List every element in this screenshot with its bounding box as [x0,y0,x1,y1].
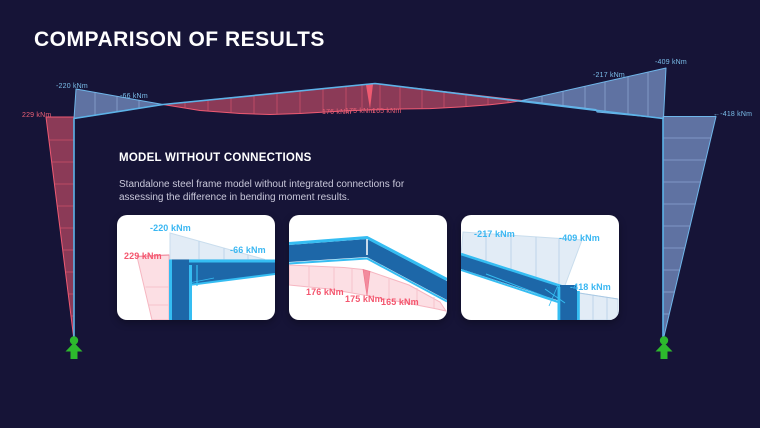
ridge-connection-drawing [289,235,447,312]
moment-value-label: -220 kNm [150,223,191,233]
steel-frame-outline [73,82,664,341]
moment-value-label: 175 kNm [345,294,383,304]
moment-value-label: 176 kNm [306,287,344,297]
moment-value-label: 165 kNm [372,108,402,115]
page-title: COMPARISON OF RESULTS [34,28,325,51]
beam-left-negative-moment [73,88,164,119]
moment-value-label: -66 kNm [230,245,266,255]
steel-rafters [289,239,447,300]
right-column-moment-diagram [662,116,717,341]
moment-value-label: -409 kNm [655,59,687,66]
moment-value-label: 165 kNm [381,297,419,307]
ridge-moment-spike [366,84,373,109]
moment-value-label: -217 kNm [593,72,625,79]
left-column-moment-diagram [45,116,75,341]
moment-value-label: -220 kNm [56,83,88,90]
stiffener-line [544,288,566,304]
detail-card-right-eave: -217 kNm -409 kNm -418 kNm [461,215,619,320]
moment-value-label: 229 kNm [22,112,52,119]
moment-value-label: -409 kNm [559,233,600,243]
left-eave-connection-drawing [136,232,275,320]
detail-card-left-eave: -220 kNm 229 kNm -66 kNm [117,215,275,320]
pinned-support-right [655,336,673,359]
steel-rafter [461,255,564,301]
section-heading: MODEL WITHOUT CONNECTIONS [119,152,312,164]
detail-card-ridge: 176 kNm 175 kNm 165 kNm [289,215,447,320]
steel-column [172,259,189,320]
right-eave-connection-drawing [461,231,619,320]
moment-value-label: 176 kNm [322,109,352,116]
moment-value-label: -66 kNm [120,93,148,100]
moment-value-label: 175 kNm [345,108,375,115]
moment-value-label: -217 kNm [474,229,515,239]
section-description-line1: Standalone steel frame model without int… [119,179,405,190]
haunch-line [485,273,563,304]
pinned-support-left [65,336,83,359]
section-description-line2: assessing the difference in bending mome… [119,192,350,203]
ridge-moment-spike [362,269,371,297]
moment-value-label: 229 kNm [124,251,162,261]
steel-column [560,285,577,320]
moment-value-label: -418 kNm [570,282,611,292]
negative-moment-shading-column [578,292,619,320]
leader-arrow-icon: ← [713,111,721,118]
section-block: MODEL WITHOUT CONNECTIONS Standalone ste… [119,152,489,204]
moment-value-label: ←-418 kNm [713,111,753,118]
